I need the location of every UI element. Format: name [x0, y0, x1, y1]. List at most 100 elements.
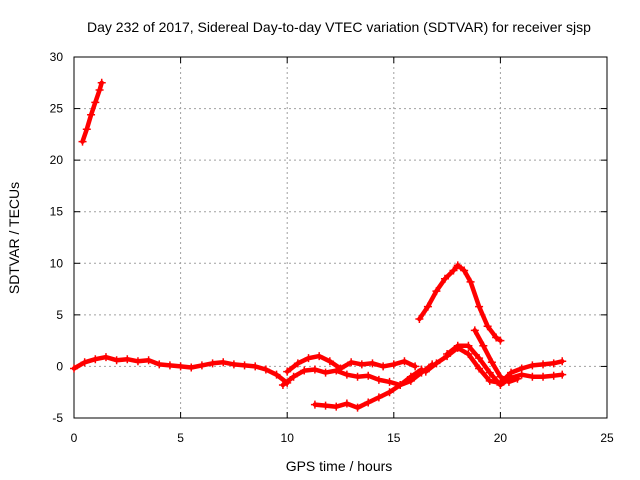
- data-point: [440, 274, 449, 283]
- data-point: [368, 359, 377, 368]
- data-point: [197, 361, 206, 370]
- data-point: [485, 376, 494, 385]
- series-arc-early-high: [78, 78, 106, 146]
- data-point: [353, 403, 362, 412]
- x-tick-label: 5: [177, 431, 184, 445]
- data-point: [251, 362, 260, 371]
- y-tick-label: 15: [50, 205, 64, 219]
- data-point: [357, 360, 366, 369]
- data-point: [321, 401, 330, 410]
- plot-frame: [73, 56, 608, 419]
- x-tick-label: 20: [494, 431, 508, 445]
- series-trace: [417, 263, 503, 343]
- x-tick-label: 15: [387, 431, 401, 445]
- data-point: [385, 377, 394, 386]
- data-point: [278, 380, 287, 389]
- data-point: [315, 352, 324, 361]
- data-point: [558, 370, 567, 379]
- data-point: [304, 354, 313, 363]
- data-point: [528, 361, 537, 370]
- data-point: [396, 380, 405, 389]
- data-point: [261, 365, 270, 374]
- data-point: [496, 372, 505, 381]
- data-point: [496, 380, 505, 389]
- data-point: [483, 322, 492, 331]
- data-point: [364, 398, 373, 407]
- y-tick-label: 20: [50, 153, 64, 167]
- data-point: [176, 362, 185, 371]
- data-point: [475, 364, 484, 373]
- data-point: [487, 358, 496, 367]
- data-points: [70, 78, 567, 412]
- data-point: [325, 357, 334, 366]
- chart-title: Day 232 of 2017, Sidereal Day-to-day VTE…: [87, 19, 591, 35]
- data-point: [283, 367, 292, 376]
- data-point: [229, 360, 238, 369]
- data-point: [91, 98, 100, 107]
- series-arc-negative-mid: [310, 365, 426, 412]
- data-point: [187, 363, 196, 372]
- data-point: [415, 314, 424, 323]
- data-point: [423, 302, 432, 311]
- data-point: [539, 360, 548, 369]
- y-tick-label: 0: [56, 359, 63, 373]
- data-point: [240, 361, 249, 370]
- data-point: [310, 400, 319, 409]
- series-arc-peak: [415, 261, 505, 345]
- data-point: [300, 366, 309, 375]
- data-point: [219, 358, 228, 367]
- data-point: [549, 371, 558, 380]
- data-point: [513, 374, 522, 383]
- data-point: [353, 372, 362, 381]
- data-point: [432, 287, 441, 296]
- data-point: [466, 277, 475, 286]
- data-point: [389, 360, 398, 369]
- data-point: [549, 359, 558, 368]
- data-point: [342, 399, 351, 408]
- data-point: [310, 365, 319, 374]
- data-point: [70, 364, 78, 373]
- data-point: [475, 354, 484, 363]
- y-tick-label: 25: [50, 102, 64, 116]
- data-point: [347, 358, 356, 367]
- data-point: [460, 266, 469, 275]
- data-point: [464, 341, 473, 350]
- data-point: [364, 371, 373, 380]
- data-point: [406, 372, 415, 381]
- data-point: [528, 372, 537, 381]
- y-axis-title: SDTVAR / TECUs: [6, 182, 22, 294]
- data-point: [293, 359, 302, 368]
- data-point: [449, 266, 458, 275]
- data-point: [417, 365, 426, 374]
- data-point: [379, 362, 388, 371]
- data-point: [112, 356, 121, 365]
- data-point: [123, 355, 132, 364]
- data-point: [332, 366, 341, 375]
- data-point: [517, 370, 526, 379]
- data-point: [78, 137, 87, 146]
- data-point: [155, 360, 164, 369]
- data-point: [485, 368, 494, 377]
- data-point: [101, 353, 110, 362]
- data-point: [82, 125, 91, 134]
- data-point: [558, 357, 567, 366]
- data-point: [539, 372, 548, 381]
- data-point: [342, 370, 351, 379]
- y-tick-label: 30: [50, 50, 64, 64]
- data-point: [374, 375, 383, 384]
- data-point: [95, 86, 104, 95]
- data-point: [144, 356, 153, 365]
- axis-ticks: 0 5 10 15 20 25 -5 0 5 10 15 20 25 30: [50, 50, 614, 445]
- data-point: [133, 357, 142, 366]
- data-point: [470, 326, 479, 335]
- y-tick-label: 5: [56, 308, 63, 322]
- data-point: [411, 362, 420, 371]
- data-point: [321, 368, 330, 377]
- data-point: [453, 341, 462, 350]
- data-point: [400, 357, 409, 366]
- data-point: [421, 367, 430, 376]
- data-point: [496, 336, 505, 345]
- data-point: [272, 370, 281, 379]
- series-arc-main-near-zero: [70, 353, 292, 387]
